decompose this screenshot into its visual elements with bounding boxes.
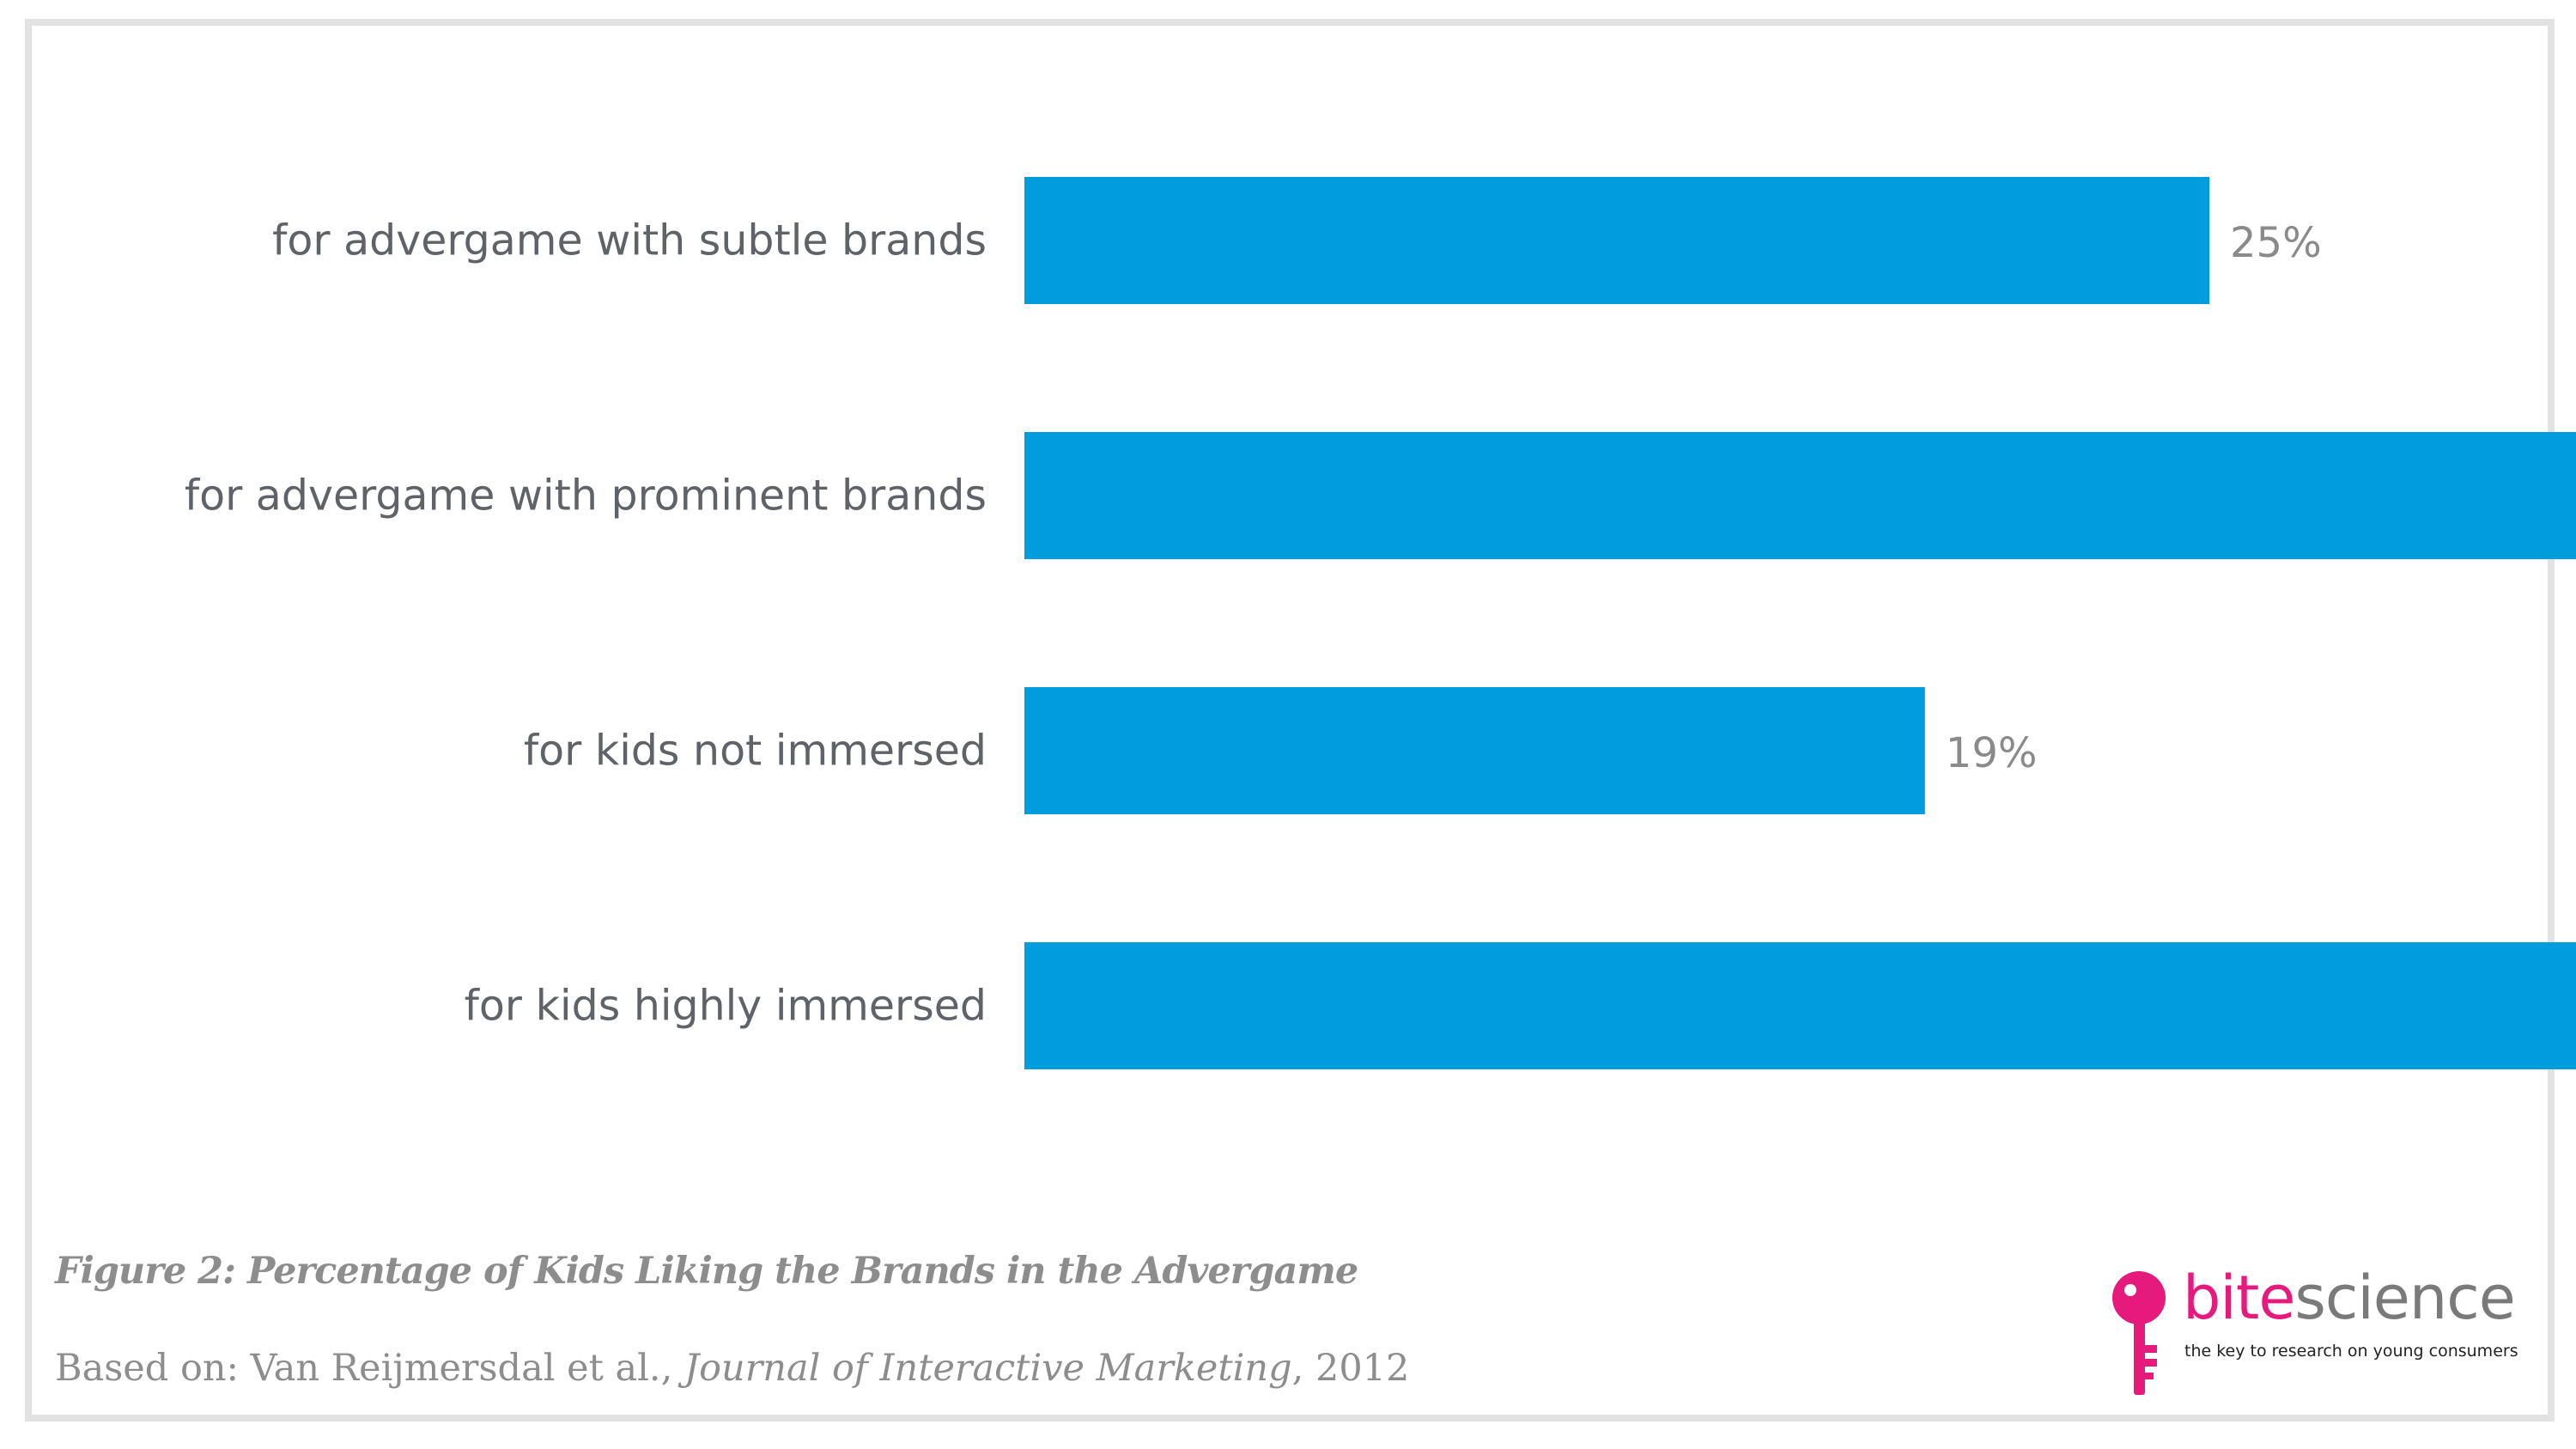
- brand-wordmark: bitescience: [2183, 1263, 2516, 1333]
- bar-3: [1024, 687, 1925, 814]
- brand-tagline: the key to research on young consumers: [2184, 1342, 2518, 1361]
- bar-2: [1024, 432, 2576, 559]
- key-icon: [2112, 1271, 2166, 1395]
- bar-1: [1024, 177, 2209, 304]
- category-label-1: for advergame with subtle brands: [272, 216, 987, 265]
- category-label-3: for kids not immersed: [524, 727, 987, 776]
- value-label-1: 25%: [2230, 219, 2322, 267]
- category-label-2: for advergame with prominent brands: [185, 472, 987, 521]
- source-citation: Based on: Van Reijmersdal et al., Journa…: [55, 1347, 1409, 1390]
- brand-science: science: [2294, 1263, 2515, 1333]
- brand-bite: bite: [2183, 1263, 2295, 1333]
- source-suffix: , 2012: [1291, 1347, 1410, 1390]
- category-label-4: for kids highly immersed: [465, 982, 987, 1031]
- bar-4: [1024, 942, 2576, 1069]
- source-journal: Journal of Interactive Marketing: [683, 1347, 1292, 1390]
- bar-chart: for advergame with subtle brands 25% for a…: [185, 177, 2576, 1069]
- figure-caption: Figure 2: Percentage of Kids Liking the …: [55, 1250, 1358, 1293]
- bitescience-logo: bitescience the key to research on young…: [2109, 1261, 2521, 1398]
- value-label-3: 19%: [1946, 729, 2038, 777]
- source-prefix: Based on: Van Reijmersdal et al.,: [55, 1347, 684, 1390]
